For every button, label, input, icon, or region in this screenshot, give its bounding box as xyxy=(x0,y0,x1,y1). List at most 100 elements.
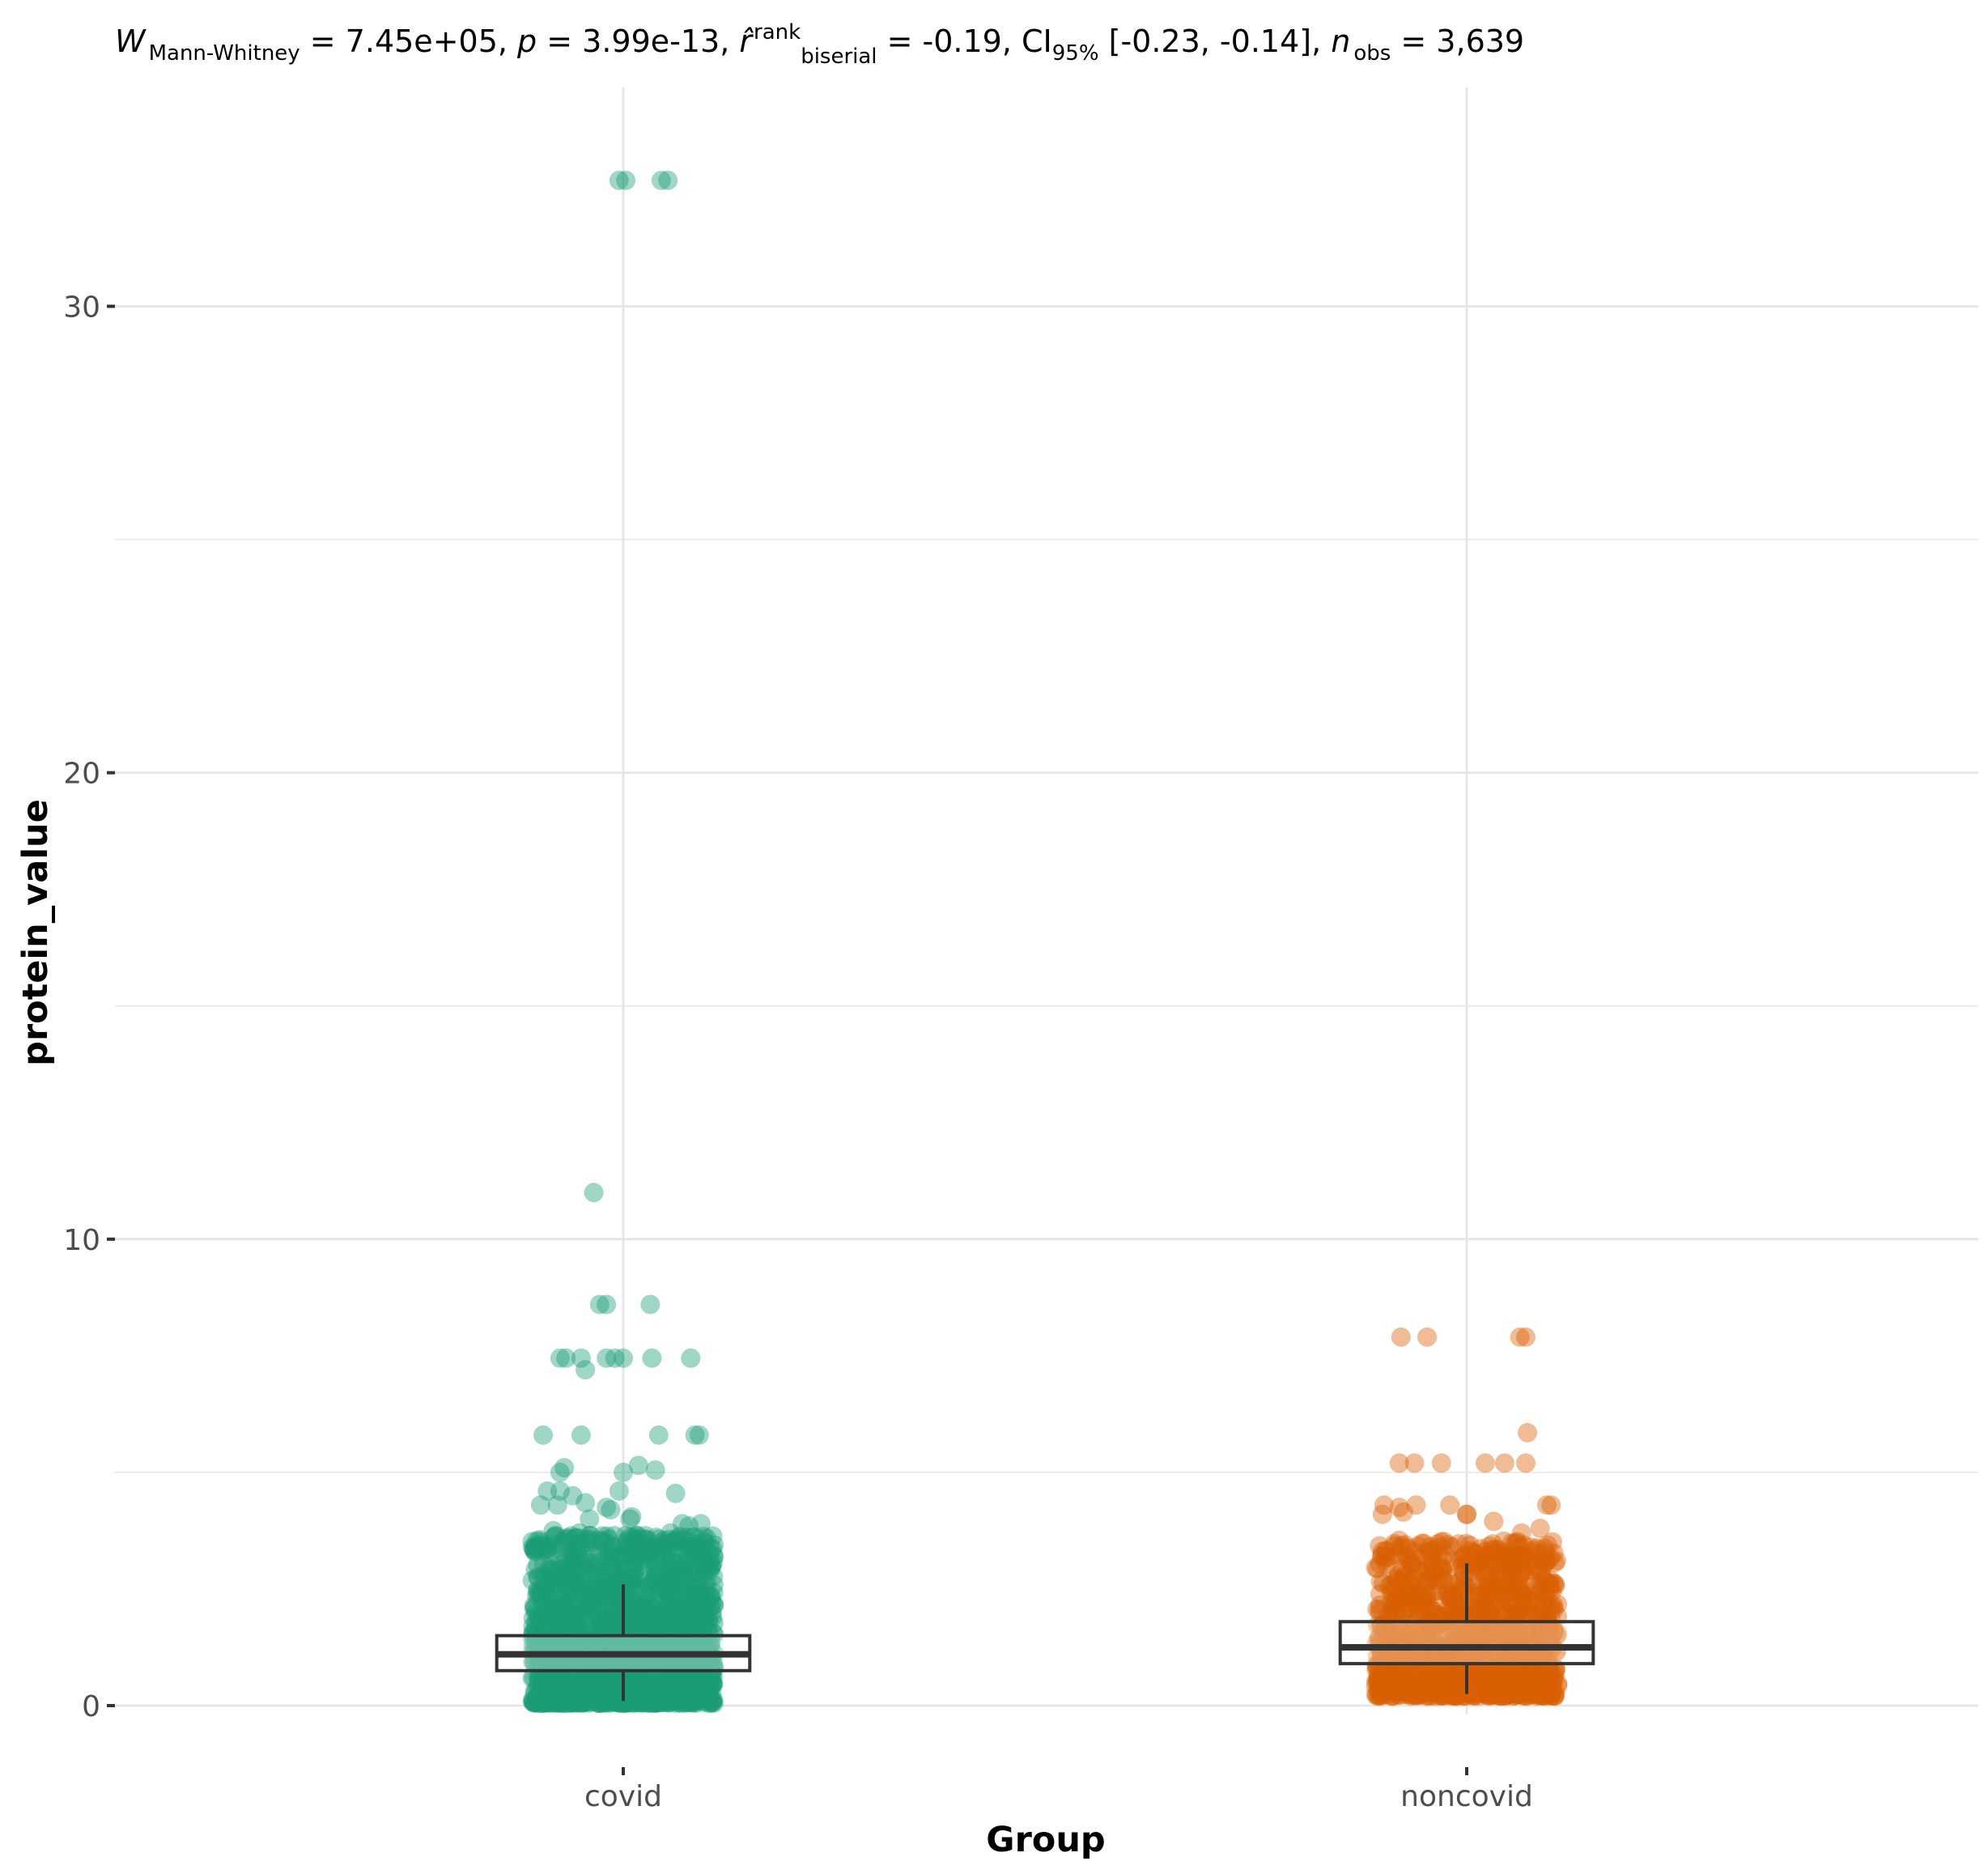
data-point xyxy=(632,1683,652,1703)
data-point xyxy=(592,1686,612,1706)
data-point xyxy=(1515,1668,1536,1689)
data-point xyxy=(1544,1553,1565,1573)
data-point xyxy=(556,1688,576,1708)
data-point xyxy=(597,1654,617,1674)
data-point xyxy=(1532,1666,1553,1686)
data-point xyxy=(670,1670,690,1690)
data-point xyxy=(589,1693,610,1713)
data-point xyxy=(558,1691,578,1711)
data-point xyxy=(563,1552,583,1572)
data-point xyxy=(690,1664,711,1684)
data-point xyxy=(550,1693,571,1713)
data-point xyxy=(643,1543,663,1563)
data-point xyxy=(644,1539,664,1559)
data-point xyxy=(596,1577,616,1597)
data-point xyxy=(670,1596,690,1616)
data-point xyxy=(567,1672,587,1692)
data-point xyxy=(588,1579,608,1600)
data-point xyxy=(1366,1676,1386,1697)
data-point xyxy=(537,1686,558,1706)
data-point xyxy=(600,1613,620,1634)
data-point xyxy=(686,1674,707,1694)
data-point xyxy=(690,1670,710,1690)
data-point xyxy=(589,1673,610,1693)
data-point xyxy=(1429,1605,1449,1625)
data-point xyxy=(577,1608,597,1628)
outlier-point xyxy=(1530,1519,1550,1539)
data-point xyxy=(684,1675,704,1695)
data-point xyxy=(611,1628,631,1648)
data-point xyxy=(1387,1673,1408,1693)
data-point xyxy=(524,1539,544,1559)
data-point xyxy=(557,1600,577,1621)
data-point xyxy=(690,1577,710,1597)
data-point xyxy=(598,1540,618,1561)
data-point xyxy=(1511,1546,1531,1566)
data-point xyxy=(522,1532,542,1552)
data-point xyxy=(1366,1685,1386,1706)
data-point xyxy=(681,1558,701,1579)
data-point xyxy=(1366,1684,1387,1704)
data-point xyxy=(1432,1566,1452,1587)
data-point xyxy=(659,1580,679,1600)
data-point xyxy=(646,1693,666,1713)
data-point xyxy=(615,1690,635,1710)
data-point xyxy=(703,1608,723,1628)
data-point xyxy=(1511,1665,1531,1685)
data-point xyxy=(627,1531,647,1551)
data-point xyxy=(662,1678,682,1698)
data-point xyxy=(573,1673,593,1693)
data-point xyxy=(1404,1680,1424,1700)
outlier-point xyxy=(533,1425,554,1445)
data-point xyxy=(1447,1594,1468,1614)
data-point xyxy=(635,1602,655,1622)
data-point xyxy=(554,1529,575,1549)
data-point xyxy=(543,1685,563,1706)
data-point xyxy=(539,1687,559,1707)
data-point xyxy=(603,1537,623,1557)
data-point xyxy=(601,1683,622,1703)
data-point xyxy=(537,1678,557,1698)
data-point xyxy=(690,1583,711,1604)
data-point xyxy=(544,1602,564,1622)
outlier-point xyxy=(640,1294,661,1315)
data-point xyxy=(678,1584,699,1604)
data-point xyxy=(1503,1673,1523,1693)
data-point xyxy=(1381,1592,1401,1613)
data-point xyxy=(671,1654,691,1674)
data-point xyxy=(1406,1674,1426,1694)
data-point xyxy=(1421,1569,1441,1589)
data-point xyxy=(616,1668,636,1689)
data-point xyxy=(1388,1681,1408,1702)
data-point xyxy=(1527,1590,1548,1610)
data-point xyxy=(700,1669,720,1689)
data-point xyxy=(692,1601,712,1621)
data-point xyxy=(674,1670,695,1690)
data-point xyxy=(623,1608,644,1628)
data-point xyxy=(1521,1672,1541,1693)
data-point xyxy=(1482,1584,1502,1604)
data-point xyxy=(653,1536,673,1556)
data-point xyxy=(698,1557,718,1577)
data-point xyxy=(533,1689,554,1709)
data-point xyxy=(1510,1581,1531,1601)
data-point xyxy=(1420,1683,1440,1703)
data-point xyxy=(1544,1621,1564,1642)
data-point xyxy=(524,1540,544,1561)
data-point xyxy=(1411,1547,1431,1567)
data-point xyxy=(650,1579,670,1599)
data-point xyxy=(533,1554,554,1574)
data-point xyxy=(1400,1686,1421,1706)
data-point xyxy=(699,1668,719,1689)
data-point xyxy=(1446,1614,1467,1634)
data-point xyxy=(557,1528,577,1548)
data-point xyxy=(1460,1540,1480,1561)
data-point xyxy=(536,1578,556,1598)
data-point xyxy=(547,1658,567,1678)
grid xyxy=(115,87,1978,1714)
data-point xyxy=(528,1567,548,1587)
data-point xyxy=(703,1675,723,1695)
data-point xyxy=(598,1680,618,1700)
data-point xyxy=(686,1685,706,1705)
data-point xyxy=(1486,1685,1506,1705)
